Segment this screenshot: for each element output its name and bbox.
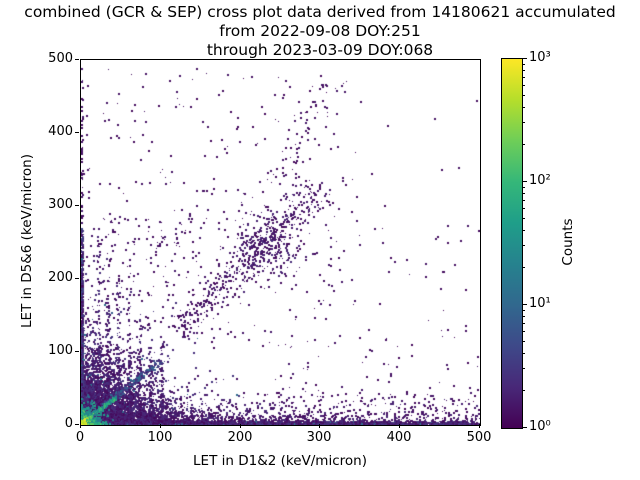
- y-tick-label: 0: [64, 416, 73, 431]
- y-tick-mark: [75, 205, 79, 206]
- colorbar-minor-tick: [523, 245, 525, 246]
- x-tick-mark: [399, 424, 400, 428]
- colorbar-gradient: [502, 59, 522, 428]
- colorbar-tick-label: 10²: [529, 173, 551, 188]
- colorbar: [501, 58, 523, 429]
- colorbar-tick-label: 10³: [529, 50, 551, 65]
- colorbar-minor-tick: [523, 316, 525, 317]
- y-tick-label: 200: [48, 270, 73, 285]
- x-tick-label: 300: [306, 430, 332, 445]
- chart-title: combined (GCR & SEP) cross plot data der…: [0, 3, 640, 60]
- y-tick-mark: [75, 424, 79, 425]
- colorbar-minor-tick: [523, 187, 525, 188]
- y-axis-label: LET in D5&6 (keV/micron): [19, 154, 35, 328]
- colorbar-major-tick: [523, 427, 527, 428]
- y-tick-mark: [75, 278, 79, 279]
- colorbar-minor-tick: [523, 353, 525, 354]
- colorbar-minor-tick: [523, 122, 525, 123]
- colorbar-minor-tick: [523, 64, 525, 65]
- title-line-3: through 2023-03-09 DOY:068: [206, 41, 434, 59]
- colorbar-minor-tick: [523, 208, 525, 209]
- y-tick-mark: [75, 59, 79, 60]
- x-tick-mark: [319, 424, 320, 428]
- y-tick-mark: [75, 132, 79, 133]
- colorbar-minor-tick: [523, 85, 525, 86]
- colorbar-minor-tick: [523, 193, 525, 194]
- x-tick-mark: [240, 424, 241, 428]
- x-axis-label: LET in D1&2 (keV/micron): [193, 453, 367, 469]
- colorbar-minor-tick: [523, 341, 525, 342]
- x-tick-label: 400: [386, 430, 412, 445]
- colorbar-tick-label: 10¹: [529, 296, 551, 311]
- x-tick-label: 100: [147, 430, 173, 445]
- colorbar-minor-tick: [523, 267, 525, 268]
- colorbar-minor-tick: [523, 218, 525, 219]
- colorbar-minor-tick: [523, 77, 525, 78]
- x-tick-label: 200: [227, 430, 253, 445]
- y-tick-label: 100: [48, 343, 73, 358]
- x-tick-label: 500: [466, 430, 492, 445]
- scatter-density-canvas: [81, 60, 480, 425]
- y-tick-label: 300: [48, 197, 73, 212]
- colorbar-minor-tick: [523, 390, 525, 391]
- plot-area: [80, 59, 481, 426]
- x-tick-label: 0: [75, 430, 85, 445]
- colorbar-minor-tick: [523, 310, 525, 311]
- x-tick-mark: [160, 424, 161, 428]
- y-tick-label: 400: [48, 124, 73, 139]
- colorbar-minor-tick: [523, 200, 525, 201]
- x-tick-mark: [80, 424, 81, 428]
- colorbar-minor-tick: [523, 230, 525, 231]
- y-tick-label: 500: [48, 51, 73, 66]
- colorbar-tick-label: 10⁰: [529, 419, 551, 434]
- colorbar-minor-tick: [523, 107, 525, 108]
- colorbar-minor-tick: [523, 331, 525, 332]
- colorbar-minor-tick: [523, 323, 525, 324]
- colorbar-minor-tick: [523, 144, 525, 145]
- colorbar-major-tick: [523, 58, 527, 59]
- colorbar-major-tick: [523, 181, 527, 182]
- colorbar-label: Counts: [560, 218, 576, 266]
- colorbar-minor-tick: [523, 95, 525, 96]
- colorbar-minor-tick: [523, 70, 525, 71]
- title-line-2: from 2022-09-08 DOY:251: [219, 22, 421, 40]
- y-tick-mark: [75, 351, 79, 352]
- title-line-1: combined (GCR & SEP) cross plot data der…: [24, 3, 616, 21]
- x-tick-mark: [479, 424, 480, 428]
- colorbar-major-tick: [523, 304, 527, 305]
- colorbar-minor-tick: [523, 368, 525, 369]
